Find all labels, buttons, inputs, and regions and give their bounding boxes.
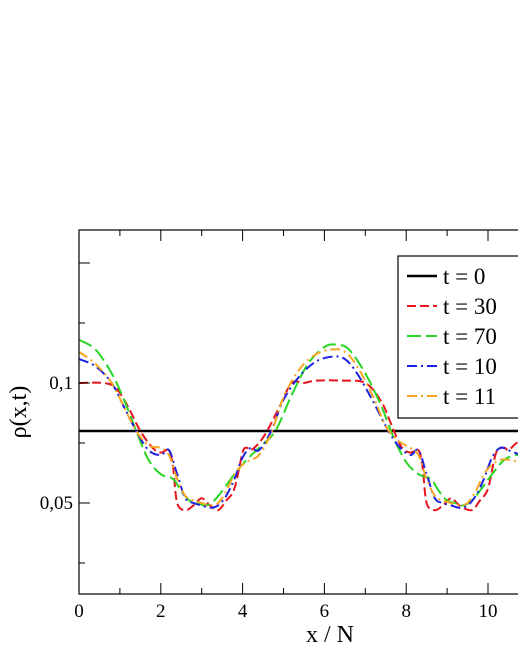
- legend-label-0: t = 0: [443, 264, 485, 289]
- x-tick-label: 0: [74, 601, 84, 622]
- x-tick-label: 2: [156, 601, 166, 622]
- plot-frame: [78, 229, 518, 595]
- y-axis-label: ρ(x,t): [6, 386, 32, 439]
- axes: 0 2 4 6 8 10 0,05 0,1: [40, 229, 518, 622]
- x-tick-label: 6: [320, 601, 330, 622]
- series-line-3: [79, 355, 518, 509]
- y-tick-label: 0,1: [49, 373, 73, 394]
- x-tick-label: 4: [238, 601, 248, 622]
- series-line-2: [79, 338, 518, 507]
- legend-label-4: t = 11: [443, 384, 496, 409]
- x-axis-label: x / N: [306, 622, 354, 648]
- x-tick-label: 10: [479, 601, 498, 622]
- legend: t = 0 t = 30 t = 70 t = 10 t = 11: [397, 255, 518, 419]
- legend-label-1: t = 30: [443, 294, 497, 319]
- y-tick-label: 0,05: [40, 493, 73, 514]
- legend-label-2: t = 70: [443, 324, 497, 349]
- legend-label-3: t = 10: [443, 354, 497, 379]
- series-layer: [79, 338, 518, 512]
- x-tick-label: 8: [401, 601, 411, 622]
- series-line-4: [79, 348, 518, 507]
